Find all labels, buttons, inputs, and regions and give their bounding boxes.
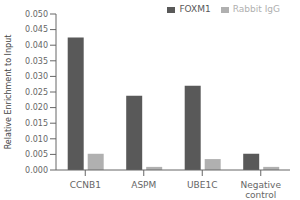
- svg-text:0.000: 0.000: [25, 166, 48, 175]
- svg-text:Negativecontrol: Negativecontrol: [241, 180, 282, 200]
- svg-text:0.010: 0.010: [25, 135, 48, 144]
- svg-text:CCNB1: CCNB1: [70, 180, 101, 190]
- svg-text:0.050: 0.050: [25, 10, 48, 19]
- svg-text:0.005: 0.005: [25, 150, 48, 159]
- html-text:Rabbit IgG: Rabbit IgG: [232, 4, 280, 14]
- svg-text:0.030: 0.030: [25, 72, 48, 81]
- svg-text:0.035: 0.035: [25, 57, 48, 66]
- svg-text:0.040: 0.040: [25, 41, 48, 50]
- svg-text:0.025: 0.025: [25, 88, 48, 97]
- svg-text:UBE1C: UBE1C: [187, 180, 217, 190]
- svg-text:0.015: 0.015: [25, 119, 48, 128]
- svg-text:0.045: 0.045: [25, 25, 48, 34]
- svg-text:0.020: 0.020: [25, 103, 48, 112]
- svg-text:Relative Enrichment to Input: Relative Enrichment to Input: [8, 35, 13, 150]
- svg-text:ASPM: ASPM: [131, 180, 156, 190]
- html-text:FOXM1: FOXM1: [179, 4, 211, 14]
